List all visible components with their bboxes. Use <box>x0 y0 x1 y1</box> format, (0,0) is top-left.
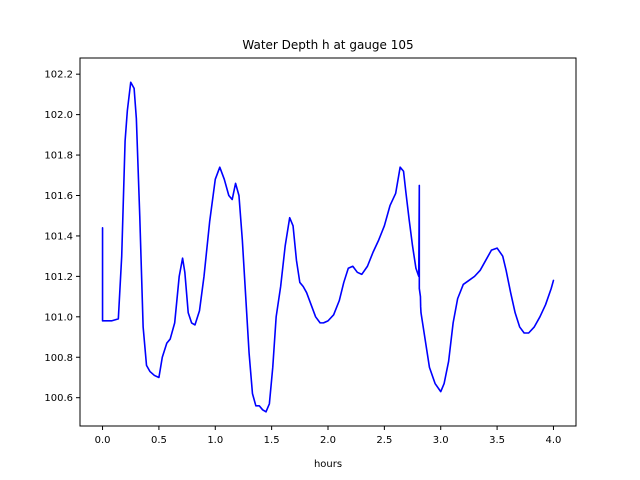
x-tick-label: 0.0 <box>95 435 111 446</box>
x-tick-label: 3.0 <box>433 435 449 446</box>
x-tick-label: 1.5 <box>264 435 280 446</box>
y-tick-label: 101.4 <box>44 231 73 242</box>
x-tick-label: 2.5 <box>376 435 392 446</box>
y-tick-label: 100.6 <box>44 393 73 404</box>
plot-area <box>101 81 555 413</box>
y-tick-label: 101.6 <box>44 191 73 202</box>
x-tick-label: 4.0 <box>546 435 562 446</box>
y-tick-label: 100.8 <box>44 353 73 364</box>
y-tick-label: 101.8 <box>44 151 73 162</box>
y-tick-label: 101.0 <box>44 312 73 323</box>
y-tick-label: 102.2 <box>44 70 73 81</box>
x-tick-label: 0.5 <box>151 435 167 446</box>
y-tick-label: 102.0 <box>44 110 73 121</box>
x-tick-label: 1.0 <box>207 435 223 446</box>
y-axis: 100.6 100.8 101.0 101.2 101.4 101.6 101.8 102.0… <box>44 70 80 404</box>
series-line-0 <box>101 81 555 413</box>
chart-title: Water Depth h at gauge 105 <box>242 38 413 52</box>
y-tick-label: 101.2 <box>44 272 73 283</box>
x-tick-label: 3.5 <box>489 435 505 446</box>
x-tick-label: 2.0 <box>320 435 336 446</box>
x-axis-title: hours <box>314 459 342 470</box>
x-axis: 0.0 0.5 1.0 1.5 2.0 2.5 3.0 3.5 4.0 <box>95 426 562 446</box>
plot-frame <box>79 57 577 427</box>
